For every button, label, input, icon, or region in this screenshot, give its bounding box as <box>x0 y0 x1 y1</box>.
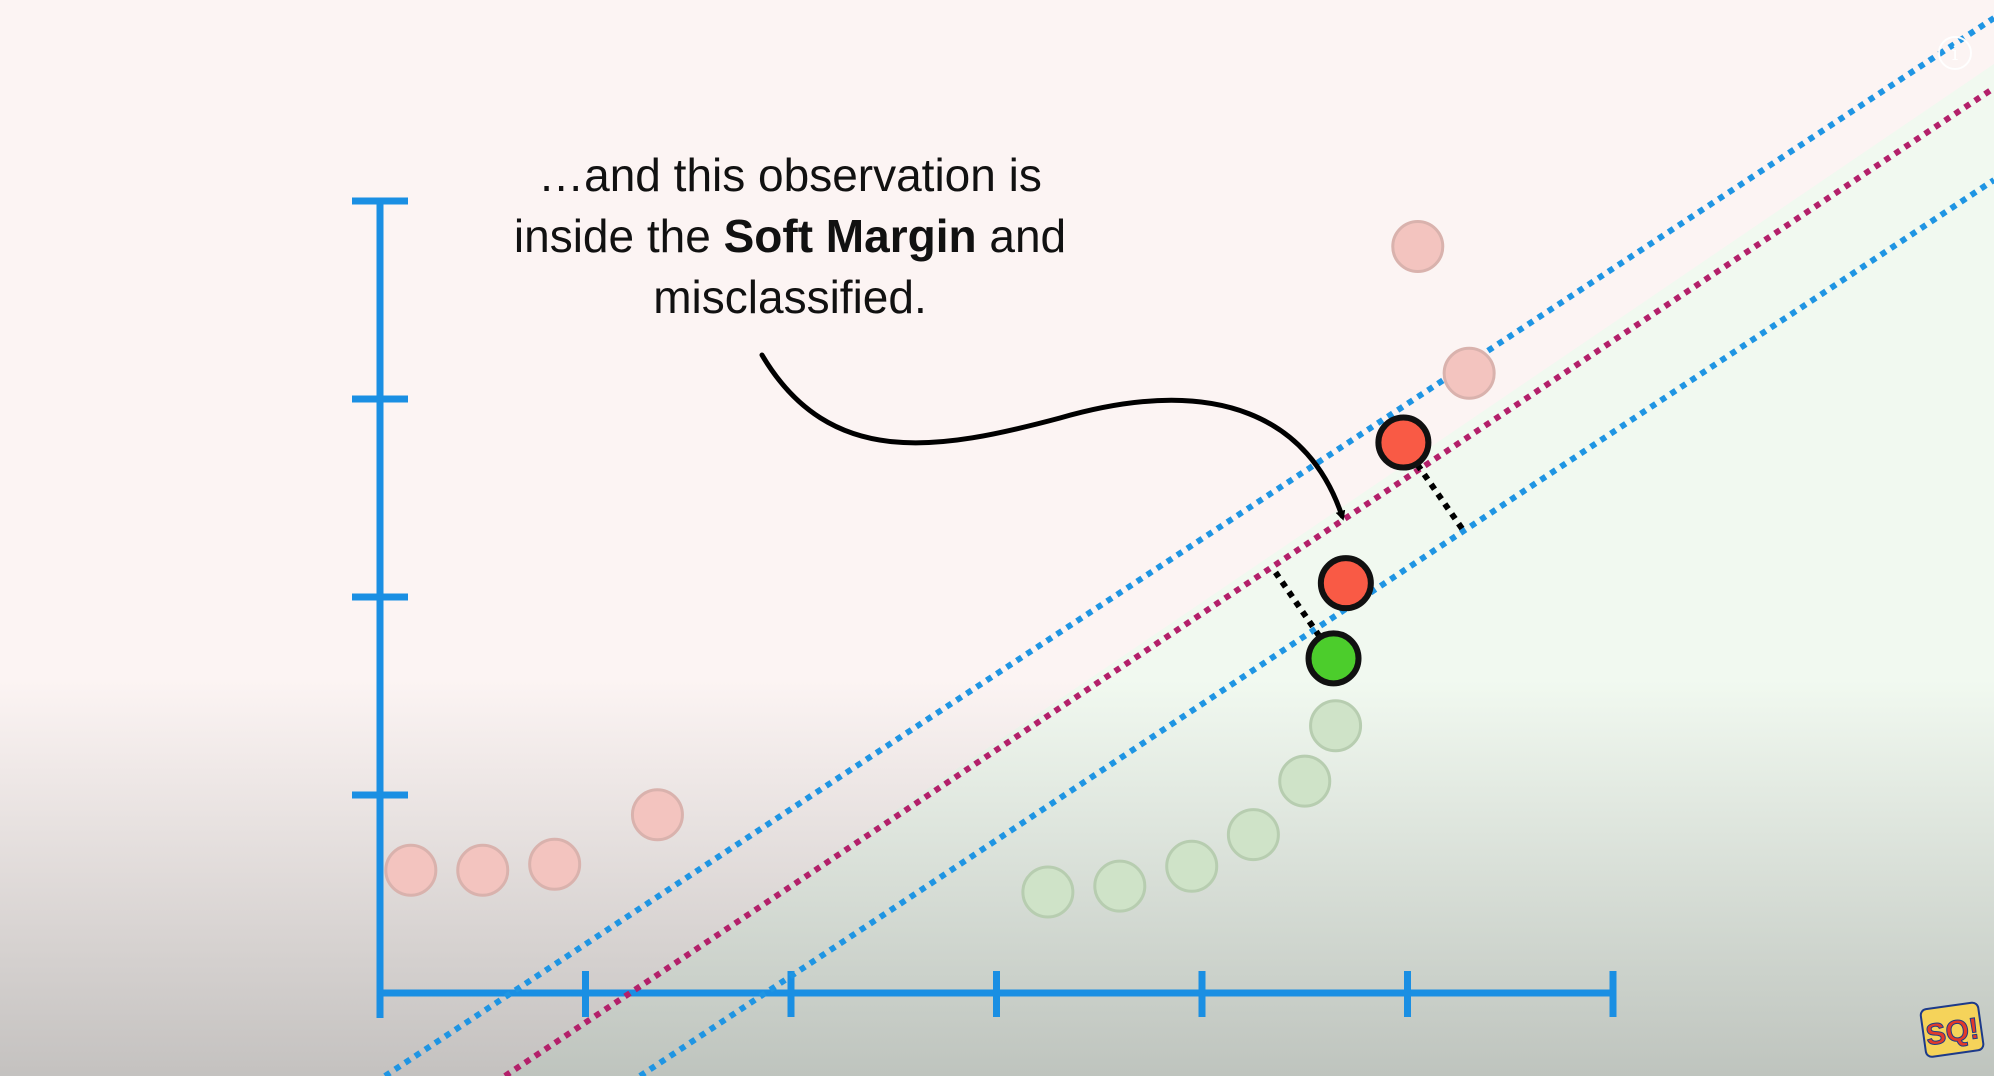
red-highlighted-point <box>1317 555 1374 612</box>
distance-lines <box>1273 462 1466 639</box>
faded-green-point <box>1278 754 1332 808</box>
faded-red-point <box>456 843 510 897</box>
threshold-line <box>503 85 1994 1076</box>
red-highlighted-point <box>1375 414 1432 471</box>
caption-line-1: …and this observation is <box>538 149 1042 201</box>
caption-line-3: misclassified. <box>653 271 927 323</box>
caption-line-2: inside the Soft Margin and <box>400 206 1180 267</box>
faded-green-point <box>1226 808 1280 862</box>
faded-red-point <box>1442 346 1496 400</box>
annotation-caption: …and this observation is inside the Soft… <box>400 145 1180 328</box>
statquest-logo: SQ! <box>1919 1001 1985 1058</box>
faded-green-point <box>1021 865 1075 919</box>
annotation-arrow <box>759 352 1346 521</box>
distance-line <box>1414 462 1466 533</box>
margin-lines <box>383 15 1994 1076</box>
logo-text: SQ! <box>1924 1012 1981 1052</box>
caption-emphasis: Soft Margin <box>723 210 977 262</box>
info-icon[interactable]: i <box>1938 36 1972 70</box>
faded-red-point <box>630 788 684 842</box>
faded-green-point <box>1165 839 1219 893</box>
faded-green-point <box>1093 859 1147 913</box>
caption-text: inside the <box>513 210 724 262</box>
green-highlighted-point <box>1305 630 1362 687</box>
axes <box>352 197 1617 1018</box>
faded-red-point <box>384 843 438 897</box>
faded-green-point <box>1309 699 1363 753</box>
distance-line <box>1273 570 1322 639</box>
faded-red-point <box>528 837 582 891</box>
highlighted-points <box>1305 414 1432 687</box>
margin-upper-line <box>383 15 1994 1076</box>
caption-text: and <box>976 210 1067 262</box>
faded-red-point <box>1391 220 1445 274</box>
faded-points <box>384 220 1496 919</box>
